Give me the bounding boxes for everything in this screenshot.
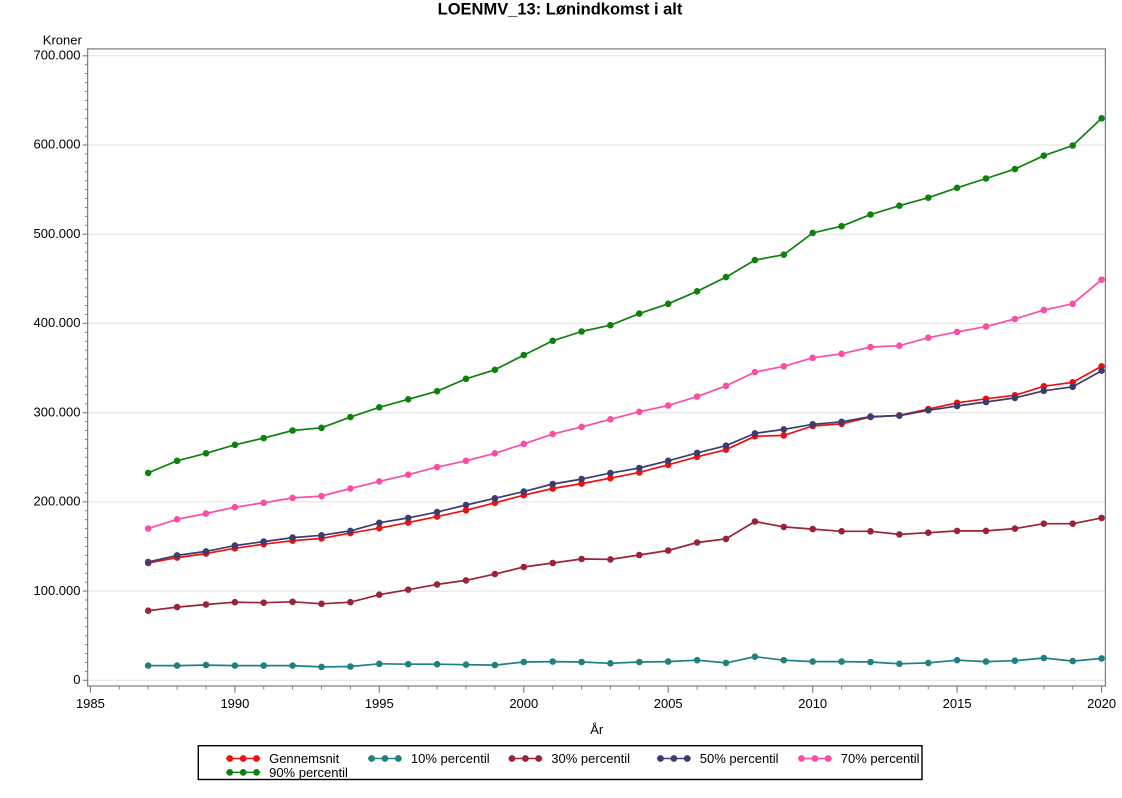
svg-text:1995: 1995 <box>365 696 394 711</box>
svg-text:30% percentil: 30% percentil <box>551 751 630 766</box>
svg-text:2000: 2000 <box>509 696 538 711</box>
svg-text:2005: 2005 <box>654 696 683 711</box>
svg-text:År: År <box>590 722 604 737</box>
svg-text:0: 0 <box>73 672 80 687</box>
svg-text:50% percentil: 50% percentil <box>700 751 779 766</box>
svg-text:2020: 2020 <box>1087 696 1116 711</box>
svg-text:100.000: 100.000 <box>34 583 81 598</box>
svg-text:70% percentil: 70% percentil <box>841 751 920 766</box>
svg-text:1985: 1985 <box>76 696 105 711</box>
svg-text:2015: 2015 <box>943 696 972 711</box>
svg-text:LOENMV_13: Lønindkomst i alt: LOENMV_13: Lønindkomst i alt <box>438 1 683 19</box>
svg-text:1990: 1990 <box>220 696 249 711</box>
svg-text:90% percentil: 90% percentil <box>269 765 348 780</box>
svg-text:400.000: 400.000 <box>34 315 81 330</box>
svg-text:Gennemsnit: Gennemsnit <box>269 751 339 766</box>
svg-text:300.000: 300.000 <box>34 404 81 419</box>
svg-text:Kroner: Kroner <box>43 32 83 47</box>
svg-text:600.000: 600.000 <box>34 137 81 152</box>
svg-text:700.000: 700.000 <box>34 48 81 63</box>
svg-text:2010: 2010 <box>798 696 827 711</box>
svg-text:10% percentil: 10% percentil <box>411 751 490 766</box>
svg-text:500.000: 500.000 <box>34 226 81 241</box>
svg-text:200.000: 200.000 <box>34 494 81 509</box>
